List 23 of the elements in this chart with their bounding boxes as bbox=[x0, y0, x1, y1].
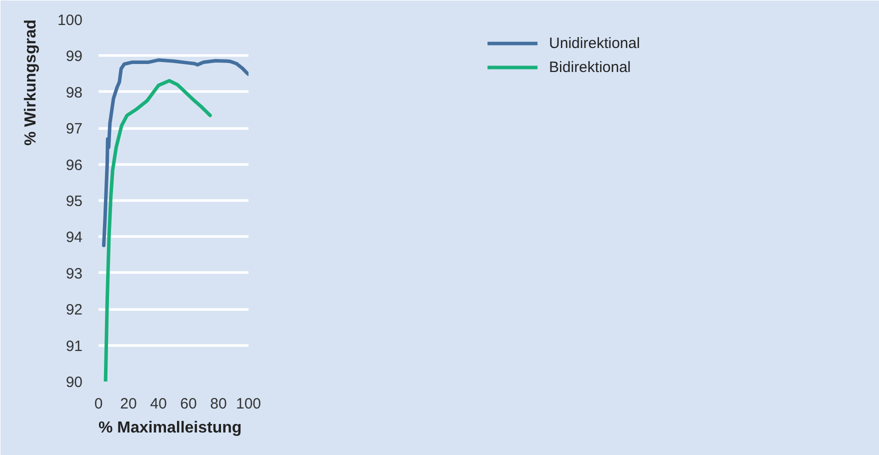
x-tick-label: 80 bbox=[210, 396, 227, 412]
y-axis-title: % Wirkungsgrad bbox=[22, 20, 40, 146]
legend-label: Unidirektional bbox=[549, 34, 640, 52]
line-series bbox=[104, 78, 212, 382]
x-tick-label: 20 bbox=[120, 396, 137, 412]
y-tick-label: 99 bbox=[66, 48, 83, 66]
y-tick-label: 96 bbox=[66, 156, 83, 174]
x-tick-label: 40 bbox=[150, 396, 167, 412]
x-axis-title: % Maximalleistung bbox=[98, 420, 242, 436]
legend-label: Bidirektional bbox=[549, 58, 631, 76]
y-tick-label: 91 bbox=[66, 338, 83, 355]
x-tick-label: 0 bbox=[94, 396, 103, 412]
y-tick-label: 100 bbox=[57, 12, 83, 29]
y-tick-label: 90 bbox=[66, 374, 83, 391]
line-series bbox=[102, 58, 248, 248]
y-tick-label: 98 bbox=[66, 84, 83, 102]
y-tick-label: 95 bbox=[66, 193, 83, 210]
x-tick-label: 60 bbox=[180, 396, 197, 412]
y-tick-label: 97 bbox=[66, 120, 83, 138]
y-tick-label: 93 bbox=[66, 265, 83, 282]
y-tick-label: 92 bbox=[66, 302, 83, 319]
x-tick-label: 100 bbox=[236, 396, 262, 412]
y-tick-label: 94 bbox=[66, 229, 83, 246]
